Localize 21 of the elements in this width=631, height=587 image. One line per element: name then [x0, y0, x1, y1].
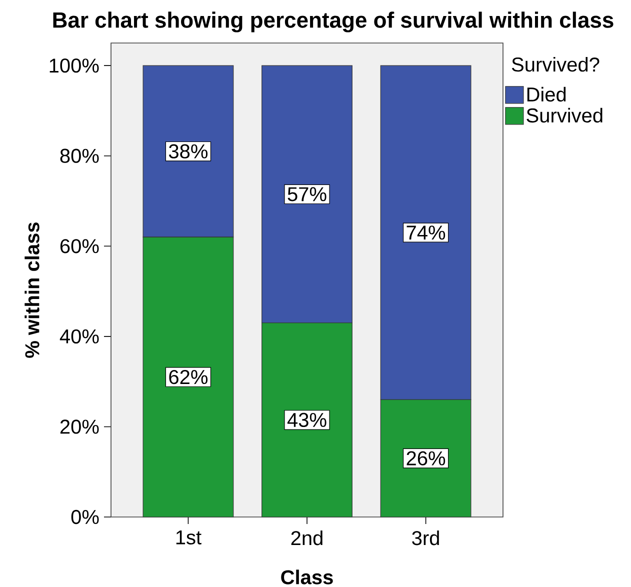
legend-title: Survived?: [512, 56, 600, 72]
x-axis-title: Class: [281, 570, 333, 584]
chart-title: Bar chart showing percentage of survival within class: [53, 12, 614, 32]
y-tick-label: 0%: [71, 510, 99, 524]
x-tick-label: 2nd: [291, 530, 322, 546]
y-tick-label: 60%: [60, 239, 99, 254]
data-label: 38%: [168, 144, 208, 158]
x-tick-label: 3rd: [412, 530, 439, 546]
y-tick-label: 80%: [60, 148, 99, 163]
y-tick-label: 100%: [50, 58, 99, 73]
data-label: 43%: [287, 412, 326, 428]
legend-label: Survived: [526, 108, 602, 123]
data-label: 57%: [288, 187, 326, 202]
data-label: 62%: [169, 370, 208, 384]
legend-label: Died: [527, 86, 566, 102]
y-tick-label: 20%: [60, 420, 99, 434]
y-tick-label: 40%: [60, 329, 99, 344]
data-label: 26%: [406, 451, 446, 466]
x-tick-label: 1st: [176, 530, 202, 544]
data-label: 74%: [406, 226, 446, 240]
y-axis-title: % within class: [24, 222, 40, 358]
